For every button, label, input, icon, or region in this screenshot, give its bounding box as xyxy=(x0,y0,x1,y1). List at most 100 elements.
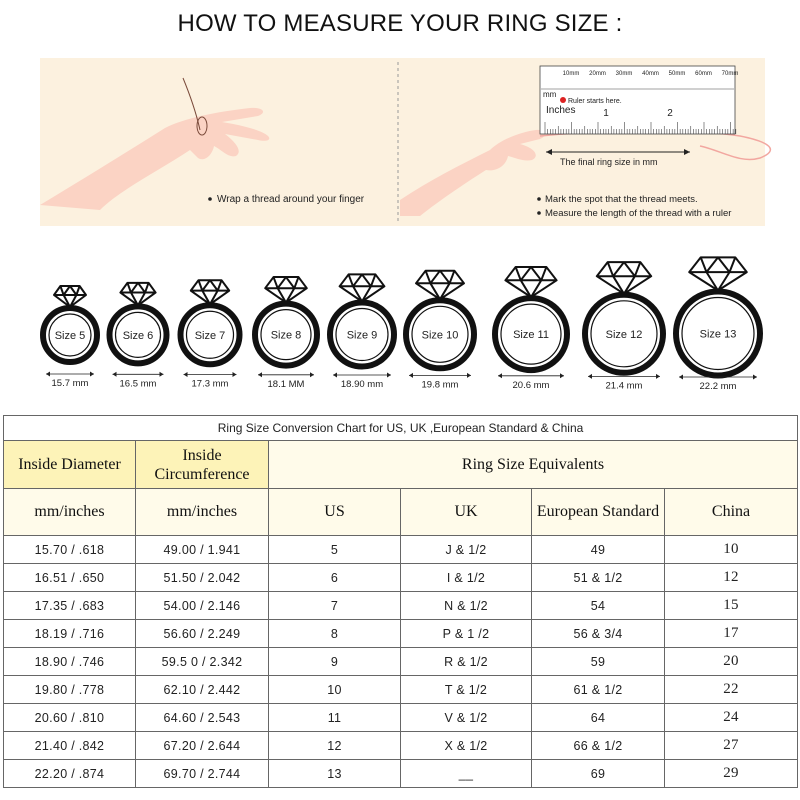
table-cell: 22.20 / .874 xyxy=(3,759,136,788)
table-cell: 7 xyxy=(268,591,401,620)
ring-row: Size 5 15.7 mm Size 6 16.5 mm Size 7 17.3 mm S… xyxy=(40,256,763,392)
table-body: Ring Size Conversion Chart for US, UK ,E… xyxy=(2,415,799,788)
ruler-ticks: 10mm 20mm 30mm 40mm 50mm 60mm 70mm xyxy=(541,71,738,134)
table-cell: 27 xyxy=(663,731,799,760)
caption-row: Ring Size Conversion Chart for US, UK ,E… xyxy=(2,415,799,441)
mm-mark: 30mm xyxy=(616,71,633,77)
table-cell: mm/inches xyxy=(3,488,136,536)
table-cell: 51 & 1/2 xyxy=(531,563,665,592)
ring-inner xyxy=(411,305,469,363)
bullet xyxy=(208,197,212,201)
table-cell: European Standard xyxy=(531,488,665,536)
ring-width: 22.2 mm xyxy=(700,381,737,392)
ruler-note: Ruler starts here. xyxy=(568,98,622,105)
table-cell: 12 xyxy=(663,563,799,592)
ring-diamond xyxy=(688,256,748,292)
table-cell: UK xyxy=(400,488,532,536)
table-cell: 69.70 / 2.744 xyxy=(135,759,269,788)
table-cell: 6 xyxy=(268,563,401,592)
data-row: 18.90 / .746 59.5 0 / 2.342 9 R & 1/2 59 20 xyxy=(3,647,799,676)
size-table: Ring Size Conversion Chart for US, UK ,E… xyxy=(2,415,799,788)
table-cell: 24 xyxy=(663,703,799,732)
step-caption: Wrap a thread around your finger xyxy=(217,194,365,205)
ring-inner xyxy=(681,296,755,371)
mm-mark: 60mm xyxy=(695,71,712,77)
ring-label: Size 13 xyxy=(700,329,737,341)
table-cell: 18.90 / .746 xyxy=(3,647,136,676)
ring-label: Size 5 xyxy=(55,330,86,342)
table-cell: 12 xyxy=(268,731,401,760)
data-row: 20.60 / .810 64.60 / 2.543 11 V & 1/2 64 24 xyxy=(3,703,799,732)
table-cell: J & 1/2 xyxy=(400,535,532,564)
ring-diamond xyxy=(504,265,558,299)
thread xyxy=(182,77,201,131)
table-cell: 49.00 / 1.941 xyxy=(135,535,269,564)
data-row: 18.19 / .716 56.60 / 2.249 8 P & 1 /2 56 & 3… xyxy=(3,619,799,648)
ring-width: 18.90 mm xyxy=(341,379,383,390)
ring-diamond xyxy=(53,285,87,308)
ring-band xyxy=(403,297,477,372)
header-row: mm/inches mm/inches US UK European Standard C… xyxy=(3,488,799,536)
ruler-result: The final ring size in mm xyxy=(560,157,658,167)
table-cell: 67.20 / 2.644 xyxy=(135,731,269,760)
table-cell: 10 xyxy=(268,675,401,704)
table-cell: mm/inches xyxy=(135,488,269,536)
table-cell: 64.60 / 2.543 xyxy=(135,703,269,732)
ruler xyxy=(539,65,736,135)
table-cell: 59 xyxy=(531,647,665,676)
table-cell: X & 1/2 xyxy=(400,731,532,760)
data-row: 15.70 / .618 49.00 / 1.941 5 J & 1/2 49 10 xyxy=(3,535,799,564)
hand xyxy=(40,107,270,210)
table-cell: 18.19 / .716 xyxy=(3,619,136,648)
ring-inner xyxy=(260,309,312,361)
ruler-unit: mm xyxy=(543,90,557,99)
table-cell: 54.00 / 2.146 xyxy=(135,591,269,620)
table-cell: 62.10 / 2.442 xyxy=(135,675,269,704)
data-row: 21.40 / .842 67.20 / 2.644 12 X & 1/2 66 & 1… xyxy=(3,731,799,760)
table-cell: N & 1/2 xyxy=(400,591,532,620)
start-dot xyxy=(560,97,566,103)
table-cell: I & 1/2 xyxy=(400,563,532,592)
table-cell: 49 xyxy=(531,535,665,564)
table-cell: 54 xyxy=(531,591,665,620)
ring-label: Size 8 xyxy=(271,330,302,342)
mm-mark: 40mm xyxy=(642,71,659,77)
table-cell: Inside Diameter xyxy=(3,440,136,489)
table-cell: V & 1/2 xyxy=(400,703,532,732)
table-cell: 15 xyxy=(663,591,799,620)
ring-inner xyxy=(114,311,162,358)
ring-label: Size 12 xyxy=(606,329,643,341)
table-cell: 20 xyxy=(663,647,799,676)
inch-mark: 1 xyxy=(603,108,609,119)
table-cell: 9 xyxy=(268,647,401,676)
table-cell: Inside Circumference xyxy=(135,440,269,489)
mm-mark: 50mm xyxy=(669,71,686,77)
ring-band xyxy=(252,300,320,369)
ring-label: Size 11 xyxy=(513,329,549,341)
table-cell: Ring Size Equivalents xyxy=(267,440,799,489)
bullet xyxy=(537,197,541,201)
table-cell: 5 xyxy=(268,535,401,564)
ring-width: 18.1 MM xyxy=(268,379,305,390)
table-cell: 56.60 / 2.249 xyxy=(135,619,269,648)
ring-width: 16.5 mm xyxy=(120,378,157,389)
table-cell: 11 xyxy=(268,703,401,732)
ring-diamond xyxy=(119,281,157,307)
ring-width: 19.8 mm xyxy=(422,379,459,390)
ring-label: Size 9 xyxy=(347,330,378,342)
table-cell: 13 xyxy=(268,759,401,788)
table-cell: R & 1/2 xyxy=(400,647,532,676)
data-row: 22.20 / .874 69.70 / 2.744 13 __ 69 29 xyxy=(3,759,799,788)
table-cell: Ring Size Conversion Chart for US, UK ,E… xyxy=(2,415,799,441)
table-cell: 22 xyxy=(663,675,799,704)
table-cell: 51.50 / 2.042 xyxy=(135,563,269,592)
table-cell: 29 xyxy=(663,759,799,788)
thread-loop xyxy=(196,116,208,136)
ring-label: Size 10 xyxy=(422,329,459,341)
table-cell: 17.35 / .683 xyxy=(3,591,136,620)
mm-mark: 20mm xyxy=(589,71,606,77)
table-cell: 16.51 / .650 xyxy=(3,563,136,592)
data-row: 19.80 / .778 62.10 / 2.442 10 T & 1/2 61 & 1… xyxy=(3,675,799,704)
table-cell: __ xyxy=(400,759,532,788)
